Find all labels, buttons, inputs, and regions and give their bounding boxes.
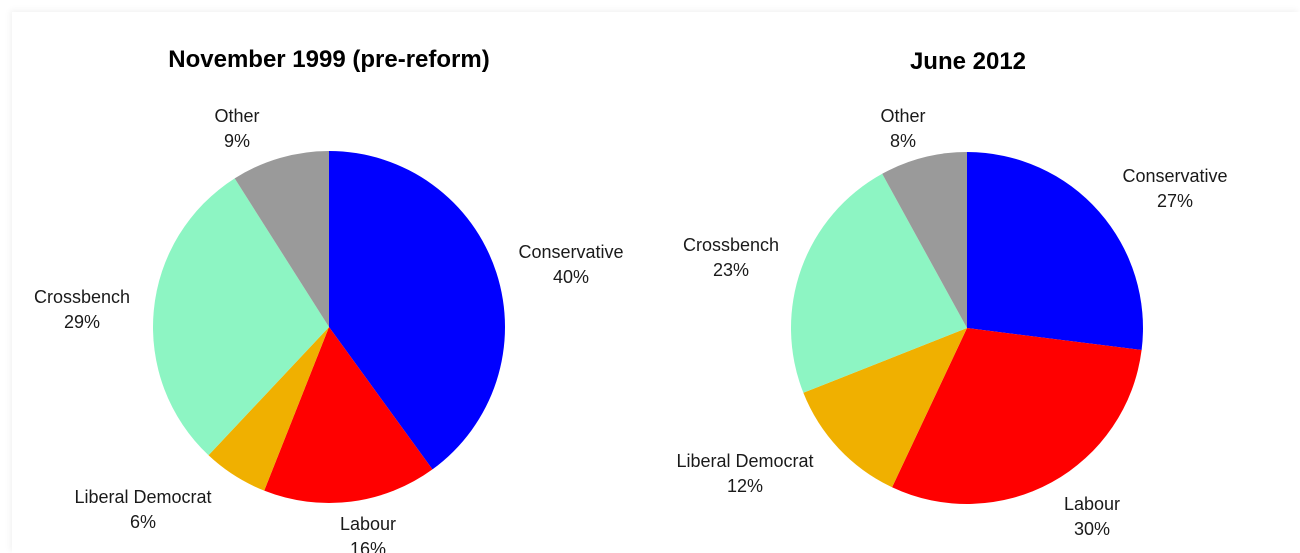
slice-percent-text: 23% — [713, 260, 749, 280]
slice-category-text: Liberal Democrat — [74, 487, 211, 507]
slice-label-labour: Labour 16% — [340, 514, 396, 553]
slice-percent-text: 16% — [350, 539, 386, 553]
pie-slice-liberal-democrat — [803, 328, 967, 488]
slice-category-text: Crossbench — [683, 235, 779, 255]
slice-percent-text: 40% — [553, 267, 589, 287]
pie-labels-2012: Conservative 27% Labour 30% Liberal Democrat… — [676, 106, 1227, 539]
pie-slice-liberal-democrat — [208, 327, 329, 491]
pie-labels-1999: Conservative 40% Labour 16% Liberal Democrat… — [34, 106, 624, 553]
slice-category-text: Labour — [1064, 494, 1120, 514]
chart-title-2012: June 2012 — [910, 48, 1026, 75]
slice-category-text: Crossbench — [34, 287, 130, 307]
slice-label-crossbench: Crossbench 23% — [683, 235, 779, 280]
slice-percent-text: 6% — [130, 512, 156, 532]
slice-label-conservative: Conservative 27% — [1122, 166, 1227, 211]
slice-category-text: Conservative — [518, 242, 623, 262]
slice-label-other: Other 8% — [880, 106, 925, 151]
slice-category-text: Liberal Democrat — [676, 451, 813, 471]
slice-percent-text: 8% — [890, 131, 916, 151]
pie-slice-conservative — [329, 151, 506, 470]
slice-category-text: Labour — [340, 514, 396, 534]
pie-slice-labour — [264, 327, 433, 504]
pie-slice-other — [234, 151, 329, 327]
pie-slices-2012 — [791, 152, 1143, 505]
chart-title-1999: November 1999 (pre-reform) — [168, 46, 489, 73]
slice-label-liberal-democrat: Liberal Democrat 6% — [74, 487, 211, 532]
slice-category-text: Other — [880, 106, 925, 126]
slice-label-other: Other 9% — [214, 106, 259, 151]
slice-label-crossbench: Crossbench 29% — [34, 287, 130, 332]
pie-chart-1999: November 1999 (pre-reform) Conservative 4… — [34, 46, 624, 553]
pie-slice-crossbench — [791, 173, 967, 393]
slice-percent-text: 9% — [224, 131, 250, 151]
slice-percent-text: 27% — [1157, 191, 1193, 211]
slice-label-labour: Labour 30% — [1064, 494, 1120, 539]
pie-slice-labour — [892, 328, 1142, 505]
slice-label-liberal-democrat: Liberal Democrat 12% — [676, 451, 813, 496]
slice-category-text: Conservative — [1122, 166, 1227, 186]
slice-percent-text: 30% — [1074, 519, 1110, 539]
slice-percent-text: 29% — [64, 312, 100, 332]
slice-percent-text: 12% — [727, 476, 763, 496]
pie-slice-conservative — [967, 152, 1143, 351]
pie-slice-other — [882, 152, 967, 328]
pie-chart-2012: June 2012 Conservative 27% Labour 30% Libera… — [676, 48, 1227, 539]
slice-label-conservative: Conservative 40% — [518, 242, 623, 287]
pie-slices-1999 — [152, 151, 506, 504]
slice-category-text: Other — [214, 106, 259, 126]
pie-slice-crossbench — [152, 178, 329, 456]
